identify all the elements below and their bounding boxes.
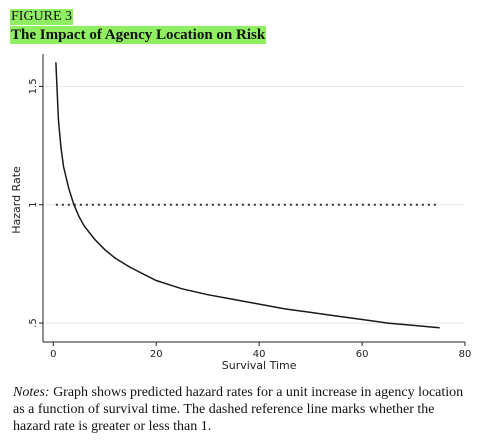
hazard-point — [232, 298, 235, 300]
hazard-point — [68, 187, 70, 189]
x-tick-label: 80 — [459, 349, 472, 360]
hazard-point — [387, 322, 389, 324]
y-tick-label: .5 — [28, 318, 39, 328]
figure-notes: Notes: Graph shows predicted hazard rate… — [13, 384, 473, 435]
hazard-point — [284, 308, 286, 310]
hazard-point — [55, 62, 57, 64]
hazard-point — [155, 279, 157, 282]
x-tick-label: 20 — [150, 349, 163, 360]
hazard-point — [73, 204, 75, 206]
y-axis-title: Hazard Rate — [10, 166, 23, 234]
x-tick-label: 40 — [253, 349, 266, 360]
y-tick-label: 1.5 — [28, 78, 39, 94]
x-tick-label: 60 — [356, 349, 369, 360]
x-axis-title: Survival Time — [222, 359, 297, 372]
notes-lead: Notes: — [13, 385, 50, 400]
hazard-point — [60, 147, 62, 149]
hazard-point — [129, 266, 132, 269]
hazard-point — [361, 318, 363, 321]
hazard-point — [207, 294, 209, 296]
hazard-chart: .5 1 1.5 0 20 40 60 80 Hazard Rate Survival Tim… — [10, 54, 471, 372]
hazard-point — [310, 311, 312, 314]
y-tick-label: 1 — [28, 202, 39, 208]
hazard-point — [83, 225, 85, 227]
x-tick-label: 0 — [50, 349, 56, 360]
hazard-point — [93, 238, 96, 240]
hazard-point — [258, 303, 260, 305]
hazard-point — [62, 166, 65, 168]
axis-layer: .5 1 1.5 0 20 40 60 80 — [28, 54, 471, 360]
series-layer — [55, 62, 440, 329]
notes-text: Graph shows predicted hazard rates for a… — [13, 385, 464, 434]
figure-title: The Impact of Agency Location on Risk — [10, 26, 267, 44]
hazard-point — [57, 118, 60, 121]
hazard-point — [438, 327, 440, 329]
hazard-point — [104, 249, 106, 251]
hazard-point — [181, 288, 183, 290]
hazard-series-line-0 — [55, 62, 440, 329]
hazard-point — [114, 257, 116, 259]
hazard-point — [78, 215, 80, 218]
hazard-point — [335, 315, 337, 317]
figure-label: FIGURE 3 — [10, 9, 74, 25]
hazard-point — [412, 324, 415, 327]
